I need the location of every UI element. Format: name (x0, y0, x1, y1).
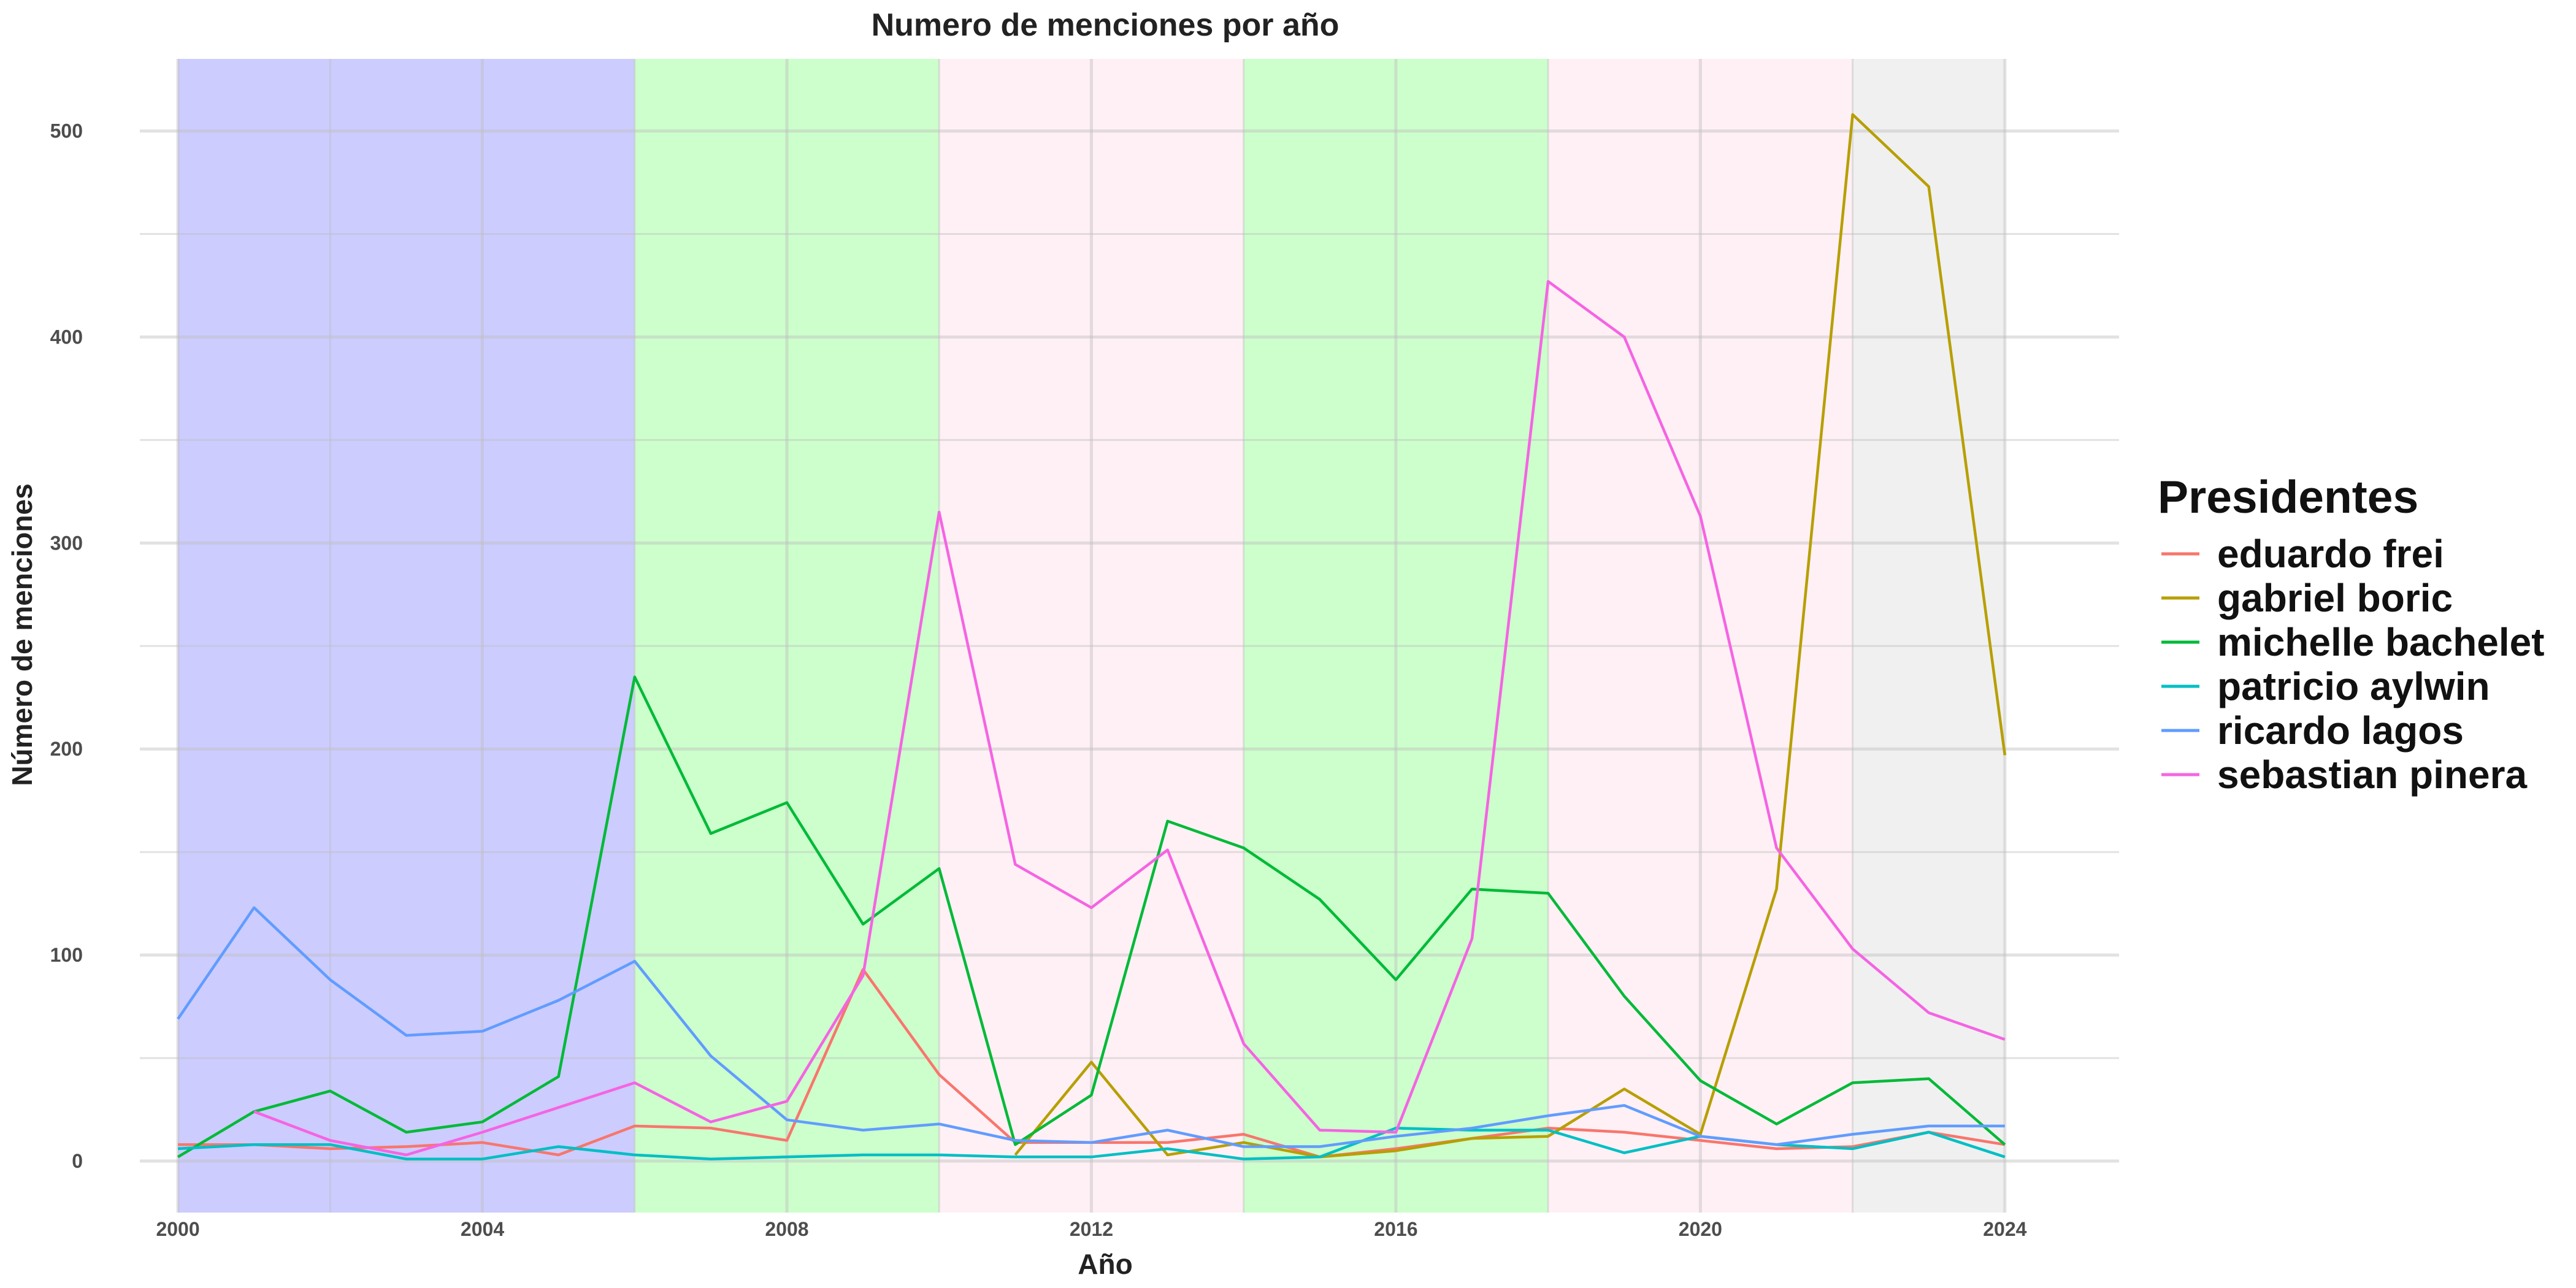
background-band (939, 59, 1244, 1213)
series-line-ricardo-lagos (177, 906, 2005, 1148)
x-tick-label: 2004 (461, 1218, 504, 1240)
y-tick-label: 200 (50, 738, 83, 760)
background-band (1852, 59, 2005, 1213)
x-tick-label: 2020 (1679, 1218, 1722, 1240)
series-lines (177, 113, 2007, 1160)
y-tick-label: 300 (50, 532, 83, 554)
legend-label: eduardo frei (2217, 532, 2444, 576)
legend-label: patricio aylwin (2217, 664, 2490, 708)
y-tick-label: 100 (50, 944, 83, 966)
legend-label: michelle bachelet (2217, 620, 2545, 664)
background-band (634, 59, 940, 1213)
legend-label: ricardo lagos (2217, 708, 2464, 753)
chart-title: Numero de menciones por año (872, 7, 1340, 43)
legend-label: sebastian pinera (2217, 753, 2528, 797)
series-line-michelle-bachelet (177, 675, 2006, 1159)
series-line-gabriel-boric (1014, 113, 2007, 1159)
legend-label: gabriel boric (2217, 576, 2453, 620)
x-tick-label: 2000 (156, 1218, 199, 1240)
y-tick-label: 500 (50, 120, 83, 142)
background-band (178, 59, 635, 1213)
legend-title: Presidentes (2158, 471, 2418, 523)
background-bands (178, 59, 2005, 1213)
background-band (1243, 59, 1549, 1213)
y-tick-label: 0 (72, 1150, 83, 1172)
x-tick-label: 2024 (1983, 1218, 2026, 1240)
x-tick-label: 2008 (765, 1218, 808, 1240)
y-tick-label: 400 (50, 326, 83, 348)
y-axis-label: Número de menciones (6, 483, 38, 786)
x-tick-label: 2012 (1070, 1218, 1113, 1240)
x-tick-label: 2016 (1374, 1218, 1417, 1240)
axis-ticks: 2000 2004 2008 2012 2016 2020 2024 0 100 200 300 40… (50, 120, 2027, 1240)
series-line-sebastian-pinera (253, 280, 2006, 1157)
x-axis-label: Año (1078, 1248, 1132, 1280)
